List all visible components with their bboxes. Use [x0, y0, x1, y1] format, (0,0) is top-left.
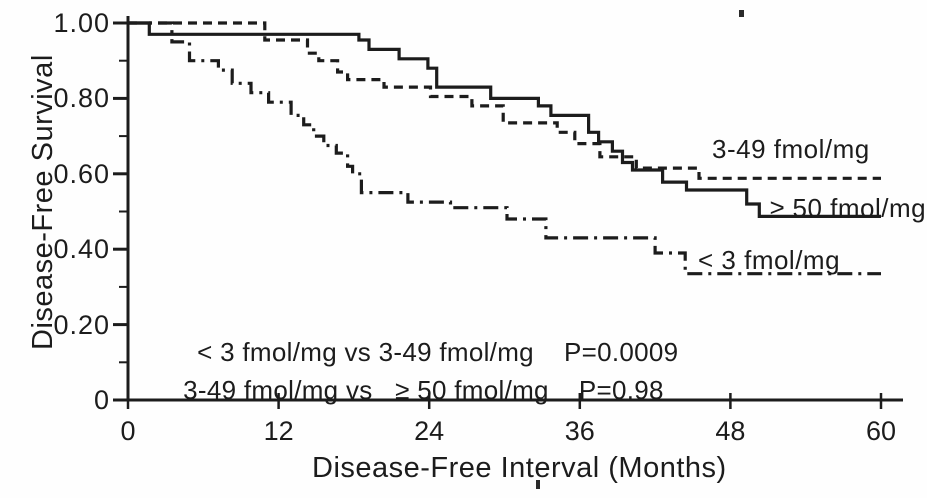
survival-curve-dash-dot — [128, 21, 881, 276]
y-tick-label: 0.80 — [53, 83, 110, 114]
survival-curve-solid — [128, 21, 881, 218]
comparison-2-pvalue: P=0.98 — [578, 375, 664, 405]
comparison-2-groups: 3-49 fmol/mg vs ≥ 50 fmol/mg — [183, 375, 549, 405]
y-tick-label: 0 — [93, 385, 110, 415]
pvalue-annotation-2: 3-49 fmol/mg vs ≥ 50 fmol/mg P=0.98 — [153, 344, 664, 437]
x-tick-label: 24 — [414, 416, 445, 446]
curve-label-3-49-fmol: 3-49 fmol/mg — [712, 134, 870, 164]
pvalue-annotation-1: < 3 fmol/mg vs 3-49 fmol/mg P=0.0009 — [167, 306, 678, 399]
x-axis-title: Disease-Free Interval (Months) — [312, 452, 727, 484]
x-tick-label: 60 — [865, 416, 897, 446]
curve-label-lt-3-fmol: < 3 fmol/mg — [698, 245, 841, 275]
x-tick-label: 12 — [263, 416, 294, 446]
x-tick-label: 36 — [564, 416, 595, 446]
scan-speck — [536, 480, 540, 489]
comparison-1-pvalue: P=0.0009 — [563, 337, 679, 367]
x-tick-label: 0 — [120, 416, 136, 446]
y-tick-label: 0.40 — [53, 234, 110, 265]
y-tick-label: 0.60 — [53, 158, 110, 189]
survival-curve-dashed — [128, 21, 881, 180]
x-tick-label: 48 — [715, 416, 746, 446]
comparison-1-groups: < 3 fmol/mg vs 3-49 fmol/mg — [197, 337, 534, 367]
y-tick-label: 1.00 — [53, 8, 110, 38]
y-tick-label: 0.20 — [53, 309, 110, 340]
scan-speck — [739, 10, 744, 17]
curve-label-ge-50-fmol: ≥ 50 fmol/mg — [770, 193, 927, 223]
